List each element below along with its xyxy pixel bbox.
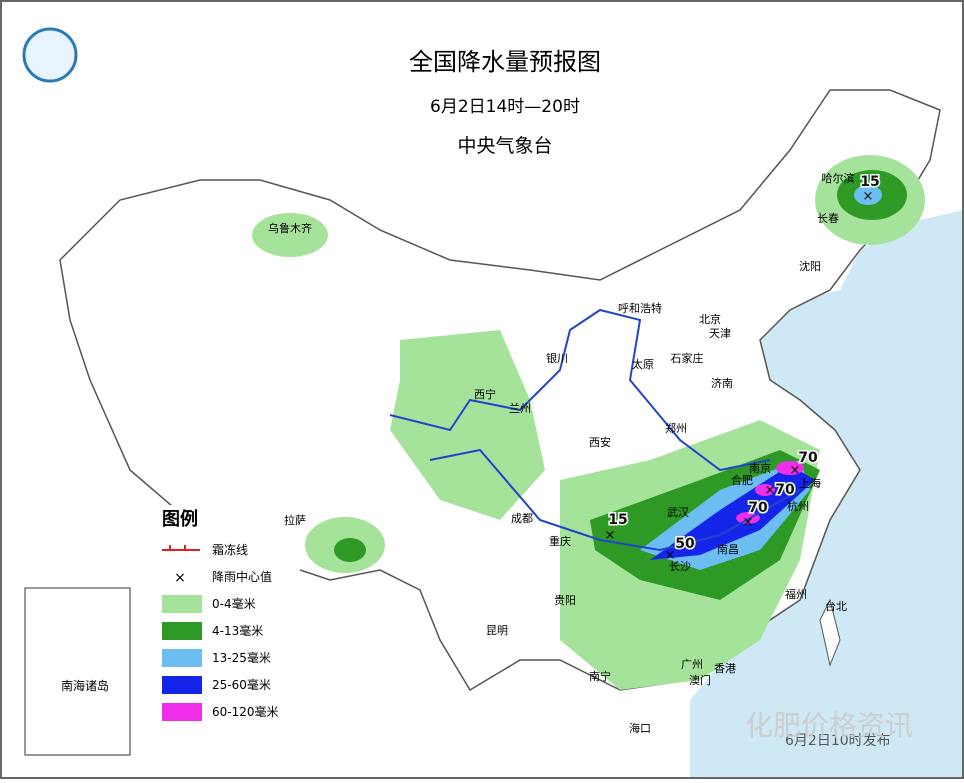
center-symbol: × <box>174 570 186 586</box>
rain-center-value: 15 <box>608 512 627 528</box>
city-label: 重庆 <box>549 534 571 548</box>
legend-label: 60-120毫米 <box>212 704 279 719</box>
city-label: 海口 <box>629 721 651 735</box>
city-label: 太原 <box>632 358 654 371</box>
city-label: 西安 <box>589 435 611 449</box>
city-label: 成都 <box>511 512 533 525</box>
city-label: 乌鲁木齐 <box>268 221 312 235</box>
city-label: 兰州 <box>509 402 531 415</box>
rain-center-value: 50 <box>675 536 695 552</box>
city-label: 石家庄 <box>671 351 704 365</box>
rain-area <box>252 213 328 257</box>
rain-center-value: 70 <box>775 482 795 498</box>
rain-center-x: × <box>743 515 754 530</box>
city-label: 银川 <box>546 351 568 365</box>
rivers <box>389 308 801 552</box>
city-label: 武汉 <box>667 506 689 519</box>
legend-label: 降雨中心值 <box>212 569 272 584</box>
legend-label: 0-4毫米 <box>212 596 256 611</box>
legend-swatch <box>162 703 202 721</box>
map-subtitle: 6月2日14时—20时 <box>430 97 580 117</box>
inset-box <box>24 587 131 756</box>
city-label: 南京 <box>749 461 771 475</box>
legend-label: 25-60毫米 <box>212 677 271 692</box>
rain-area <box>755 484 775 496</box>
frost-line-symbol <box>162 545 200 551</box>
city-label: 南宁 <box>589 669 611 683</box>
city-label: 广州 <box>681 658 703 671</box>
inset-label: 南海诸岛 <box>61 678 109 693</box>
rain-area <box>334 538 366 562</box>
rain-center-x: × <box>765 483 776 498</box>
city-label: 长沙 <box>669 560 691 573</box>
issuer: 中央气象台 <box>457 135 552 157</box>
logo <box>22 27 78 83</box>
legend-swatch <box>162 595 202 613</box>
city-label: 哈尔滨 <box>822 171 855 185</box>
legend-label: 4-13毫米 <box>212 623 263 638</box>
city-label: 福州 <box>785 587 807 601</box>
city-label: 澳门 <box>689 673 711 687</box>
rain-center-value: 15 <box>860 174 879 190</box>
city-label: 台北 <box>825 599 847 613</box>
city-label: 济南 <box>711 376 733 390</box>
legend-swatch <box>162 649 202 667</box>
rain-center-value: 70 <box>748 500 768 516</box>
issued: 6月2日10时发布 <box>785 733 891 749</box>
rain-center-value: 70 <box>798 450 818 466</box>
rain-areas <box>252 155 925 690</box>
legend-label: 霜冻线 <box>212 542 248 557</box>
city-label: 天津 <box>709 327 731 340</box>
taiwan <box>819 598 841 667</box>
city-label: 长春 <box>817 212 839 225</box>
city-label: 西宁 <box>474 387 496 401</box>
rain-area <box>776 461 804 475</box>
legend-swatch <box>162 676 202 694</box>
city-label: 昆明 <box>486 624 508 637</box>
city-label: 南昌 <box>717 543 739 556</box>
rain-area <box>390 330 545 520</box>
city-label: 杭州 <box>787 499 809 513</box>
city-label: 上海 <box>799 476 821 490</box>
city-label: 郑州 <box>665 421 687 435</box>
rain-area <box>854 185 882 205</box>
map-title: 全国降水量预报图 <box>409 48 601 76</box>
city-label: 贵阳 <box>554 594 576 607</box>
rain-center-x: × <box>863 189 874 204</box>
watermark: 化肥价格资讯 <box>745 709 913 742</box>
city-label: 沈阳 <box>799 259 821 273</box>
city-label: 合肥 <box>731 473 753 487</box>
city-label: 香港 <box>714 662 736 675</box>
city-label: 拉萨 <box>284 513 306 527</box>
rain-center-x: × <box>605 528 616 543</box>
legend-label: 13-25毫米 <box>212 650 271 665</box>
legend-title: 图例 <box>162 508 198 530</box>
city-label: 呼和浩特 <box>618 301 662 315</box>
rain-center-x: × <box>790 463 801 478</box>
rain-center-x: × <box>665 548 676 563</box>
city-label: 北京 <box>699 312 721 326</box>
legend-swatch <box>162 622 202 640</box>
